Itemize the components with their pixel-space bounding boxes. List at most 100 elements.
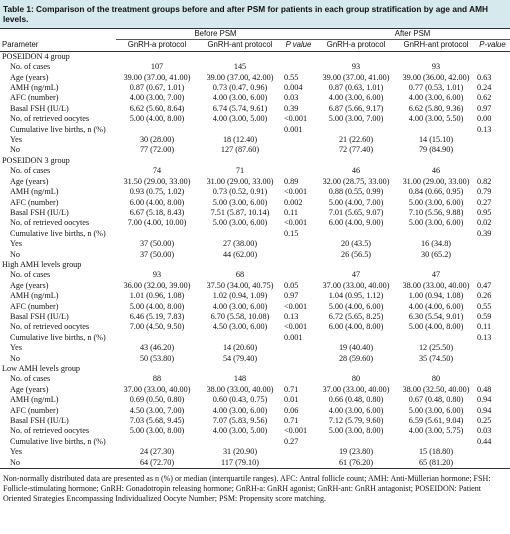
cell: 0.73 (0.47, 0.96) — [212, 83, 268, 93]
cell: 6.62 (5.60, 8.64) — [129, 103, 185, 113]
cell: 0.84 (0.66, 0.95) — [408, 187, 464, 197]
group-row: POSEIDON 3 group — [0, 156, 510, 166]
header-row: GnRH-a protocol GnRH-ant protocol P value G… — [0, 39, 510, 52]
cell: 0.01 — [284, 395, 299, 405]
cell: 0.69 (0.50, 0.80) — [129, 395, 185, 405]
data-row: Yes 30 (28.00) 18 (12.40) 21 (22.60) 14 (15.… — [0, 135, 510, 145]
data-row: Age (years) 37.00 (33.00, 40.00) 38.00 (33… — [0, 385, 510, 395]
table-title: Table 1: Comparison of the treatment gro… — [0, 0, 510, 29]
cell — [282, 374, 315, 384]
cell — [475, 239, 510, 249]
cell: 0.03 — [477, 426, 492, 436]
cell: 72 (77.40) — [338, 145, 374, 155]
row-label: AFC (number) — [10, 301, 59, 311]
row-label: Basal FSH (IU/L) — [10, 311, 69, 321]
cell — [198, 333, 282, 343]
cell: 7.00 (4.00, 10.00) — [127, 218, 187, 228]
cell: 38.00 (32.50, 40.00) — [402, 384, 470, 394]
cell: 4.50 (3.00, 7.00) — [129, 405, 185, 415]
cell: 5.00 (3.00, 8.00) — [328, 426, 384, 436]
data-row: No. of cases 88 148 80 80 — [0, 374, 510, 384]
cell: 35 (74.50) — [418, 353, 454, 363]
cell: 0.82 — [477, 176, 492, 186]
cell: 5.00 (4.00, 7.00) — [328, 197, 384, 207]
cell — [282, 239, 315, 249]
cell — [475, 447, 510, 457]
cell: 4.00 (3.00, 6.00) — [328, 405, 384, 415]
cell: 0.62 — [477, 93, 492, 103]
cell: 37.00 (33.00, 40.00) — [322, 280, 390, 290]
cell: 20 (43.5) — [341, 239, 372, 249]
data-row: AMH (ng/mL) 0.69 (0.50, 0.80) 0.60 (0.43, … — [0, 395, 510, 405]
cell: 0.87 (0.63, 1.01) — [328, 83, 384, 93]
data-row: AFC (number) 6.00 (4.00, 8.00) 5.00 (3.00,… — [0, 198, 510, 208]
cell: 61 (76.20) — [315, 457, 398, 470]
cell: 4.00 (3.00, 6.00) — [328, 93, 384, 103]
cell: <0.001 — [284, 301, 308, 311]
cell: 4.00 (3.00, 5.75) — [408, 426, 464, 436]
data-row: Yes 24 (27.30) 31 (20.90) 19 (23.80) 15 (18.… — [0, 447, 510, 457]
data-row: Basal FSH (IU/L) 6.46 (5.19, 7.83) 6.70 (5… — [0, 312, 510, 322]
header-cell: P-value — [475, 39, 510, 52]
cell: 46 — [431, 166, 441, 176]
cell — [198, 229, 282, 239]
cell: 6.46 (5.19, 7.83) — [129, 311, 185, 321]
cell: 6.00 (4.00, 9.00) — [328, 218, 384, 228]
cell: 0.39 — [477, 228, 492, 238]
data-row: No. of retrieved oocytes 5.00 (4.00, 8.00… — [0, 114, 510, 124]
data-row: Cumulative live births, n (%) 0.001 0.13 — [0, 333, 510, 343]
data-row: AMH (ng/mL) 1.01 (0.96, 1.08) 1.02 (0.94, … — [0, 291, 510, 301]
cell: 1.00 (0.94, 1.08) — [408, 291, 464, 301]
data-row: Age (years) 36.00 (32.00, 39.00) 37.50 (34… — [0, 281, 510, 291]
cell: 5.00 (3.00, 6.00) — [408, 218, 464, 228]
cell — [282, 62, 315, 72]
cell: 5.00 (3.00, 8.00) — [129, 426, 185, 436]
cell: 0.48 — [477, 384, 492, 394]
cell: 6.62 (5.80, 9.36) — [408, 103, 464, 113]
cell: 93 — [351, 62, 361, 72]
row-label: Cumulative live births, n (%) — [10, 332, 106, 342]
cell: 0.66 (0.48, 0.80) — [328, 395, 384, 405]
data-row: No 77 (72.00) 127 (87.60) 72 (77.40) 79 (84.… — [0, 145, 510, 155]
cell: 0.55 — [284, 72, 299, 82]
cell: 26 (56.5) — [341, 249, 372, 259]
header-cell: After PSM — [315, 29, 510, 41]
cell: 50 (53.80) — [139, 353, 175, 363]
row-label: No. of cases — [10, 62, 51, 72]
cell — [315, 125, 397, 135]
row-label: Basal FSH (IU/L) — [10, 103, 69, 113]
cell: 1.04 (0.95, 1.12) — [328, 291, 384, 301]
row-label: AFC (number) — [10, 405, 59, 415]
cell: 88 — [152, 374, 162, 384]
cell: 77 (72.00) — [139, 145, 175, 155]
data-row: AMH (ng/mL) 0.93 (0.75, 1.02) 0.73 (0.52, … — [0, 187, 510, 197]
cell: 0.47 — [477, 280, 492, 290]
footnote: Non-normally distributed data are presen… — [3, 474, 491, 504]
cell — [475, 270, 510, 280]
cell: 39.00 (37.00, 42.00) — [206, 72, 274, 82]
cell: 31 (20.90) — [222, 447, 258, 457]
cell: 4.00 (3.00, 5.00) — [212, 426, 268, 436]
group-row: POSEIDON 4 group — [0, 51, 510, 62]
cell: 74 — [152, 166, 162, 176]
data-row: No. of retrieved oocytes 7.00 (4.00, 10.0… — [0, 218, 510, 228]
cell: 0.26 — [477, 291, 492, 301]
header-row: Parameter Before PSM After PSM — [0, 29, 510, 52]
cell: 0.06 — [284, 405, 299, 415]
cell — [475, 343, 510, 353]
cell: 0.25 — [477, 416, 492, 426]
data-row: Yes 43 (46.20) 14 (20.60) 19 (40.40) 12 (25.… — [0, 343, 510, 353]
cell: 0.27 — [284, 436, 299, 446]
row-label: Age (years) — [10, 384, 49, 394]
row-label: No. of retrieved oocytes — [10, 114, 90, 124]
cell: 0.71 — [284, 384, 299, 394]
cell: 37 (50.00) — [139, 249, 175, 259]
cell: 6.59 (5.61, 9.04) — [408, 416, 464, 426]
cell — [116, 437, 198, 447]
cell: 43 (46.20) — [139, 343, 175, 353]
data-row: Cumulative live births, n (%) 0.27 0.44 — [0, 437, 510, 447]
data-row: Cumulative live births, n (%) 0.001 0.13 — [0, 125, 510, 135]
cell: 0.95 — [477, 207, 492, 217]
cell: 5.00 (3.00, 6.00) — [408, 405, 464, 415]
cell: 39.00 (37.00, 41.00) — [123, 72, 191, 82]
